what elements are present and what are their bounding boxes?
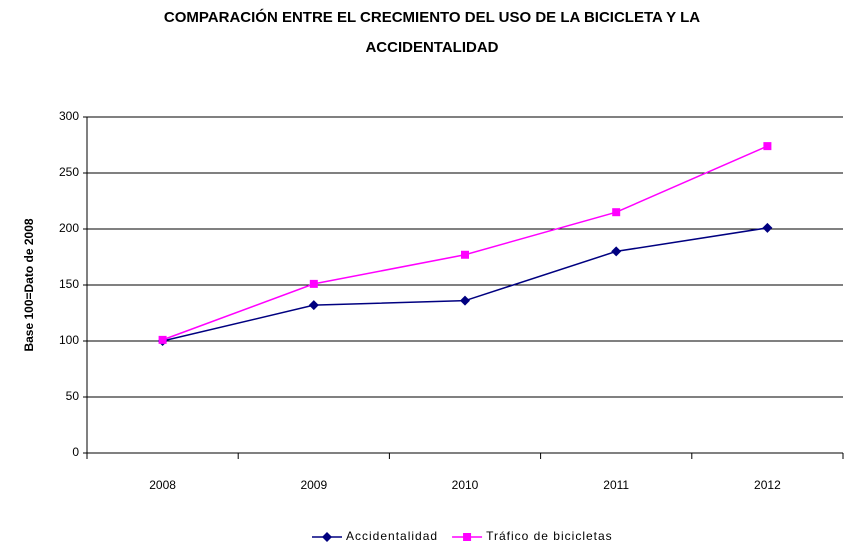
series-line bbox=[162, 227, 768, 342]
y-tick-label: 250 bbox=[59, 165, 79, 179]
y-tick-label: 300 bbox=[59, 109, 79, 123]
x-tick-label: 2011 bbox=[603, 478, 629, 492]
marker bbox=[308, 300, 319, 311]
y-tick-label: 150 bbox=[59, 277, 79, 291]
marker bbox=[461, 250, 469, 259]
y-tick-label: 0 bbox=[72, 445, 79, 459]
marker bbox=[463, 533, 472, 541]
series-line bbox=[162, 145, 768, 341]
marker bbox=[322, 532, 332, 542]
marker bbox=[611, 246, 622, 257]
legend-label: Accidentalidad bbox=[346, 529, 438, 543]
x-tick-label: 2008 bbox=[149, 478, 176, 492]
marker bbox=[612, 208, 621, 217]
marker bbox=[460, 295, 470, 306]
y-tick-label: 50 bbox=[66, 389, 80, 403]
y-tick-label: 200 bbox=[59, 221, 79, 235]
y-axis-title: Base 100=Dato de 2008 bbox=[22, 218, 36, 351]
x-tick-label: 2012 bbox=[754, 478, 781, 492]
marker bbox=[309, 279, 318, 288]
y-tick-label: 100 bbox=[59, 333, 79, 347]
x-tick-label: 2009 bbox=[300, 478, 327, 492]
legend-label: Tráfico de bicicletas bbox=[486, 529, 613, 543]
marker bbox=[763, 142, 772, 151]
chart-title: COMPARACIÓN ENTRE EL CRECMIENTO DEL USO … bbox=[164, 8, 700, 26]
x-tick-label: 2010 bbox=[452, 478, 479, 492]
marker bbox=[762, 222, 773, 233]
chart-title: ACCIDENTALIDAD bbox=[365, 39, 498, 56]
marker bbox=[158, 335, 167, 344]
